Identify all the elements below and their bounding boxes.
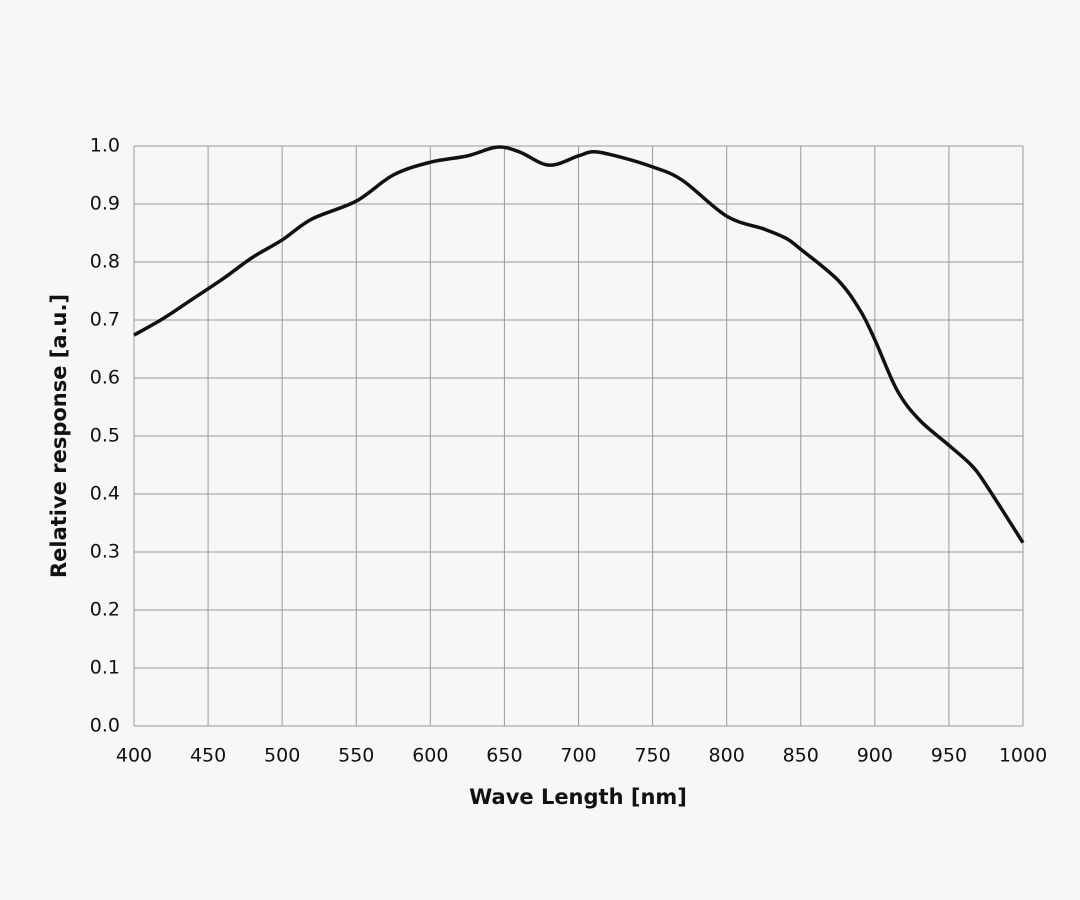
- x-tick-label: 600: [412, 745, 448, 767]
- y-tick-label: 1.0: [90, 135, 120, 157]
- x-tick-label: 950: [931, 745, 967, 767]
- y-tick-label: 0.4: [90, 483, 120, 505]
- y-tick-label: 0.1: [90, 657, 120, 679]
- x-tick-label: 400: [116, 745, 152, 767]
- x-tick-label: 750: [634, 745, 670, 767]
- y-axis-title: Relative response [a.u.]: [47, 294, 71, 578]
- x-tick-label: 850: [783, 745, 819, 767]
- y-tick-label: 0.6: [90, 367, 120, 389]
- x-tick-label: 450: [190, 745, 226, 767]
- y-tick-label: 0.3: [90, 541, 120, 563]
- x-tick-label: 700: [560, 745, 596, 767]
- y-tick-label: 0.9: [90, 193, 120, 215]
- y-tick-label: 0.7: [90, 309, 120, 331]
- y-tick-label: 0.5: [90, 425, 120, 447]
- data-line: [133, 145, 1025, 544]
- x-tick-label: 550: [338, 745, 374, 767]
- x-tick-label: 650: [486, 745, 522, 767]
- y-tick-label: 0.2: [90, 599, 120, 621]
- x-axis-title: Wave Length [nm]: [469, 785, 687, 809]
- x-tick-label: 1000: [999, 745, 1047, 767]
- x-tick-label: 900: [857, 745, 893, 767]
- y-tick-label: 0.0: [90, 715, 120, 737]
- x-tick-label: 800: [709, 745, 745, 767]
- x-tick-label: 500: [264, 745, 300, 767]
- y-tick-label: 0.8: [90, 251, 120, 273]
